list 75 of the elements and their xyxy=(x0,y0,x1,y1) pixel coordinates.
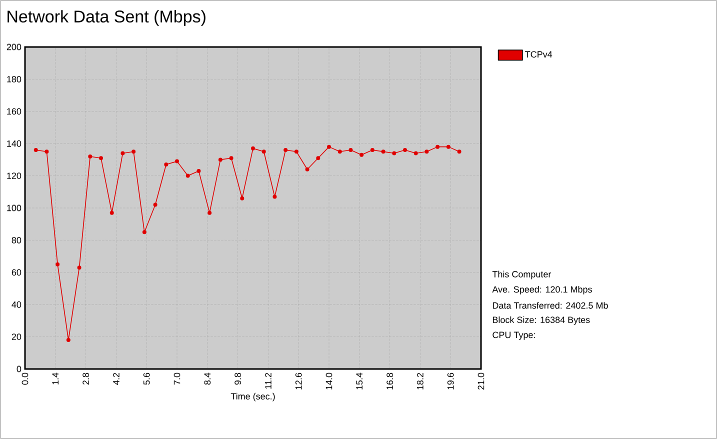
point xyxy=(370,148,374,152)
point xyxy=(305,167,310,172)
point xyxy=(360,152,364,157)
x-tick-label: 1.4 xyxy=(52,372,58,384)
x-tick-label: 7.0 xyxy=(174,372,180,385)
point xyxy=(88,154,92,158)
point xyxy=(99,156,103,160)
point xyxy=(446,144,450,149)
y-tick-label: 160 xyxy=(7,108,22,115)
y-tick-label: 40 xyxy=(12,301,22,308)
point xyxy=(240,196,244,200)
point xyxy=(338,150,342,154)
point xyxy=(66,338,70,342)
point xyxy=(294,150,298,154)
point xyxy=(196,168,201,173)
x-tick-label: 8.4 xyxy=(204,372,211,385)
point xyxy=(251,146,255,150)
point xyxy=(56,262,60,266)
y-tick-label: 120 xyxy=(7,172,22,179)
x-tick-label: 11.2 xyxy=(265,372,272,389)
x-tick-label: 9.8 xyxy=(234,372,241,385)
point xyxy=(284,148,288,152)
point xyxy=(132,150,136,154)
point xyxy=(44,150,49,154)
x-tick-label: 4.2 xyxy=(113,372,120,385)
x-tick-label: 18.2 xyxy=(417,372,424,390)
point xyxy=(262,150,266,154)
point xyxy=(229,156,234,160)
x-tick-label: 2.8 xyxy=(82,372,89,385)
point xyxy=(164,162,168,167)
point xyxy=(186,174,190,178)
y-tick-label: 80 xyxy=(12,237,22,244)
point xyxy=(110,210,114,215)
point xyxy=(175,159,179,164)
x-tick-label: 14.0 xyxy=(326,372,332,390)
point xyxy=(436,144,440,149)
point xyxy=(77,266,82,270)
point xyxy=(218,158,222,162)
point xyxy=(327,144,332,149)
text: Block Size: 16384 Bytes xyxy=(492,316,590,325)
point xyxy=(316,156,320,160)
point xyxy=(424,150,429,154)
x-tick-label: 16.8 xyxy=(386,372,393,390)
point xyxy=(403,148,407,152)
y-tick-label: 0 xyxy=(16,366,22,372)
x-tick-label: 5.6 xyxy=(143,372,150,385)
x-tick-label: 12.6 xyxy=(295,372,302,390)
x-axis-title: Time (sec.) xyxy=(230,392,275,402)
point xyxy=(348,148,353,152)
text: Ave. Speed: 120.1 Mbps xyxy=(492,286,592,294)
point xyxy=(153,202,158,207)
point xyxy=(120,151,125,156)
point xyxy=(208,210,212,215)
y-tick-label: 100 xyxy=(7,204,22,212)
point xyxy=(142,230,146,234)
x-tick-label: 0.0 xyxy=(22,372,28,385)
x-tick-label: 19.6 xyxy=(447,372,454,390)
point xyxy=(457,150,462,154)
text: Data Transferred: 2402.5 Mb xyxy=(492,302,608,309)
point xyxy=(392,151,396,156)
x-tick-label: 21.0 xyxy=(478,372,484,390)
point xyxy=(381,150,386,154)
point xyxy=(272,194,277,199)
point xyxy=(414,151,418,156)
point xyxy=(34,148,38,152)
y-tick-label: 20 xyxy=(12,334,22,340)
text: CPU Type: xyxy=(492,332,535,340)
chart-title: Network Data Sent (Mbps) xyxy=(8,10,206,26)
legend-label: TCPv4 xyxy=(525,51,552,58)
y-tick-label: 180 xyxy=(7,76,22,82)
y-tick-label: 60 xyxy=(12,269,22,276)
y-tick-label: 140 xyxy=(7,140,22,147)
x-tick-label: 15.4 xyxy=(356,372,363,390)
y-tick-label: 200 xyxy=(6,44,22,50)
text: This Computer xyxy=(492,270,552,280)
